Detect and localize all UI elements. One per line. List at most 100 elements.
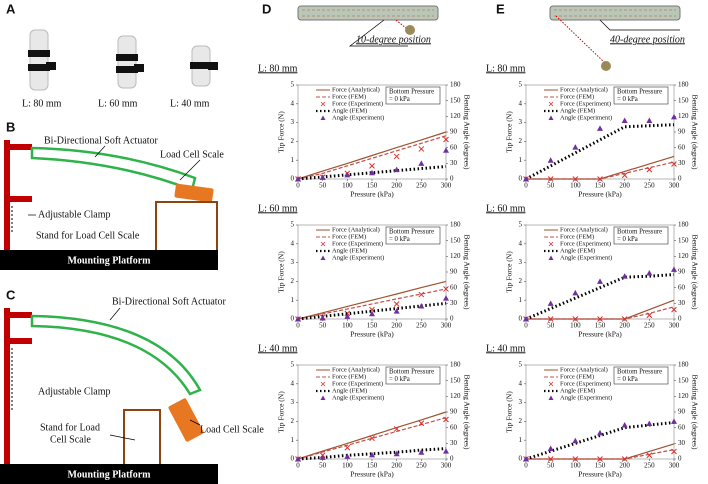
y-axis-label: Tip Force (N) xyxy=(505,391,514,433)
x-tick-label: 50 xyxy=(319,462,327,470)
x-axis-label: Pressure (kPa) xyxy=(578,190,622,199)
data-point xyxy=(344,444,351,451)
y-tick-label: 4 xyxy=(519,99,523,107)
y-tick-label: 1 xyxy=(519,436,523,444)
x-tick-label: 150 xyxy=(595,182,606,190)
data-point xyxy=(671,161,677,167)
data-point xyxy=(547,316,554,322)
annotation-box xyxy=(613,366,669,385)
data-point xyxy=(295,316,301,322)
legend-label: Angle (Experiment) xyxy=(332,394,384,401)
annotation-box xyxy=(613,86,669,105)
actuator-image-e xyxy=(549,5,681,71)
setup-diagram-c xyxy=(0,307,218,484)
data-point xyxy=(621,422,628,428)
data-line xyxy=(297,135,447,180)
legend-label: Force (Experiment) xyxy=(332,380,383,387)
x-tick-label: 100 xyxy=(570,182,581,190)
x-tick-label: 250 xyxy=(416,182,427,190)
annotation-box xyxy=(385,86,441,105)
data-point xyxy=(319,454,326,460)
legend-label: Force (Analytical) xyxy=(332,366,380,373)
data-point xyxy=(547,445,554,452)
data-point xyxy=(597,456,603,462)
legend-label: Force (FEM) xyxy=(332,93,366,100)
y-tick-label: 5 xyxy=(519,361,523,369)
y2-tick-label: 180 xyxy=(678,81,689,89)
position-label: 40-degree position xyxy=(610,34,685,45)
label: Adjustable Clamp xyxy=(38,209,111,220)
y2-tick-label: 120 xyxy=(678,252,689,260)
y-axis-label: Tip Force (N) xyxy=(277,111,286,153)
annotation-box xyxy=(385,366,441,385)
x-tick-label: 300 xyxy=(441,462,452,470)
data-point xyxy=(671,448,677,455)
y2-tick-label: 60 xyxy=(450,423,458,431)
data-point xyxy=(572,144,579,150)
x-tick-label: 50 xyxy=(547,322,555,330)
data-point xyxy=(572,176,579,182)
y-axis-label: Tip Force (N) xyxy=(277,391,286,433)
x-tick-label: 250 xyxy=(416,462,427,470)
y2-tick-label: 90 xyxy=(678,268,686,276)
annotation: = 0 kPa xyxy=(617,376,638,383)
y2-tick-label: 150 xyxy=(678,96,689,104)
y-tick-label: 0 xyxy=(519,175,523,183)
x-tick-label: 100 xyxy=(342,462,353,470)
y2-tick-label: 60 xyxy=(450,143,458,151)
annotation: Bottom Pressure xyxy=(389,369,434,376)
y-tick-label: 2 xyxy=(519,137,523,145)
setup-diagram-b xyxy=(0,140,218,270)
legend-label: Angle (FEM) xyxy=(332,107,367,114)
data-point xyxy=(646,452,653,459)
data-point xyxy=(369,169,375,176)
data-line xyxy=(525,123,675,181)
y2-axis-label: Bending Angle (degrees) xyxy=(690,95,699,170)
data-point xyxy=(393,450,400,457)
label: Stand for Load xyxy=(40,422,100,433)
x-tick-label: 300 xyxy=(669,182,680,190)
x-tick-label: 300 xyxy=(669,462,680,470)
y2-tick-label: 150 xyxy=(678,236,689,244)
actuator-photos xyxy=(28,29,218,91)
x-tick-label: 0 xyxy=(524,462,528,470)
legend-swatch xyxy=(548,115,554,120)
data-point xyxy=(646,270,653,276)
y-tick-label: 2 xyxy=(291,277,295,285)
data-point xyxy=(621,316,628,322)
data-point xyxy=(621,117,628,124)
y-tick-label: 1 xyxy=(519,296,523,304)
panel-label: C xyxy=(6,287,16,302)
data-point xyxy=(295,456,301,462)
y-tick-label: 1 xyxy=(291,296,295,304)
data-point xyxy=(671,266,677,272)
data-point xyxy=(523,456,529,462)
x-axis-label: Pressure (kPa) xyxy=(578,330,622,339)
data-line xyxy=(297,411,447,460)
data-point xyxy=(671,113,677,120)
panel-label: D xyxy=(262,1,271,16)
data-point xyxy=(646,117,653,124)
data-point xyxy=(443,448,449,454)
data-line xyxy=(297,280,447,320)
y2-tick-label: 30 xyxy=(678,439,686,447)
data-point xyxy=(621,273,628,279)
y2-tick-label: 180 xyxy=(450,221,461,229)
data-point xyxy=(418,146,425,152)
y-tick-label: 4 xyxy=(291,239,295,247)
legend-label: Force (Analytical) xyxy=(332,226,380,233)
data-point xyxy=(418,449,425,455)
data-line xyxy=(297,288,447,320)
y-tick-label: 0 xyxy=(519,315,523,323)
data-line xyxy=(297,131,447,180)
x-tick-label: 250 xyxy=(644,182,655,190)
y-tick-label: 3 xyxy=(519,398,523,406)
y2-tick-label: 60 xyxy=(678,143,686,151)
legend-label: Angle (Experiment) xyxy=(560,394,612,401)
data-point xyxy=(572,316,579,322)
y2-tick-label: 60 xyxy=(450,283,458,291)
data-point xyxy=(418,420,425,427)
y2-axis-label: Bending Angle (degrees) xyxy=(462,375,471,450)
y-tick-label: 4 xyxy=(291,99,295,107)
y2-tick-label: 30 xyxy=(450,299,458,307)
